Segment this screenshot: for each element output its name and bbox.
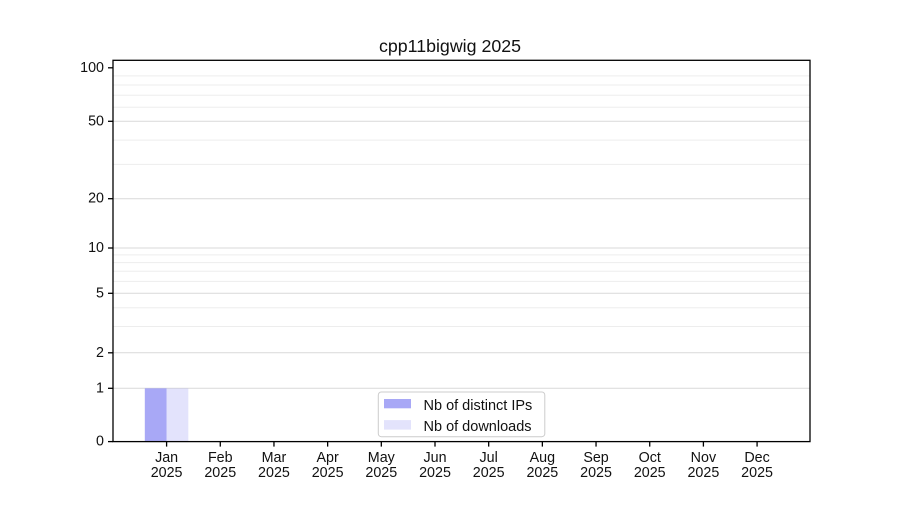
svg-text:Sep: Sep [583,450,608,466]
svg-text:Mar: Mar [262,450,287,466]
svg-text:1: 1 [96,380,104,396]
svg-text:0: 0 [96,434,104,450]
svg-text:Jul: Jul [480,450,498,466]
svg-text:Feb: Feb [208,450,233,466]
svg-text:May: May [368,450,396,466]
svg-text:2025: 2025 [634,465,666,481]
svg-text:2025: 2025 [741,465,773,481]
svg-text:2: 2 [96,345,104,361]
svg-text:100: 100 [80,60,104,76]
svg-text:Nov: Nov [691,450,717,466]
svg-text:Nb of downloads: Nb of downloads [424,419,532,435]
svg-text:2025: 2025 [365,465,397,481]
svg-text:2025: 2025 [419,465,451,481]
svg-text:Oct: Oct [639,450,661,466]
svg-text:Dec: Dec [744,450,769,466]
svg-text:Jun: Jun [423,450,446,466]
svg-text:2025: 2025 [687,465,719,481]
svg-text:2025: 2025 [526,465,558,481]
svg-text:2025: 2025 [151,465,183,481]
svg-text:2025: 2025 [204,465,236,481]
svg-text:20: 20 [88,191,104,207]
svg-text:Jan: Jan [155,450,178,466]
svg-text:Apr: Apr [317,450,339,466]
svg-text:2025: 2025 [473,465,505,481]
svg-text:Aug: Aug [530,450,555,466]
svg-text:2025: 2025 [580,465,612,481]
svg-text:2025: 2025 [312,465,344,481]
svg-text:5: 5 [96,285,104,301]
svg-text:2025: 2025 [258,465,290,481]
svg-text:Nb of distinct IPs: Nb of distinct IPs [424,398,533,414]
svg-text:10: 10 [88,240,104,256]
svg-text:50: 50 [88,113,104,129]
